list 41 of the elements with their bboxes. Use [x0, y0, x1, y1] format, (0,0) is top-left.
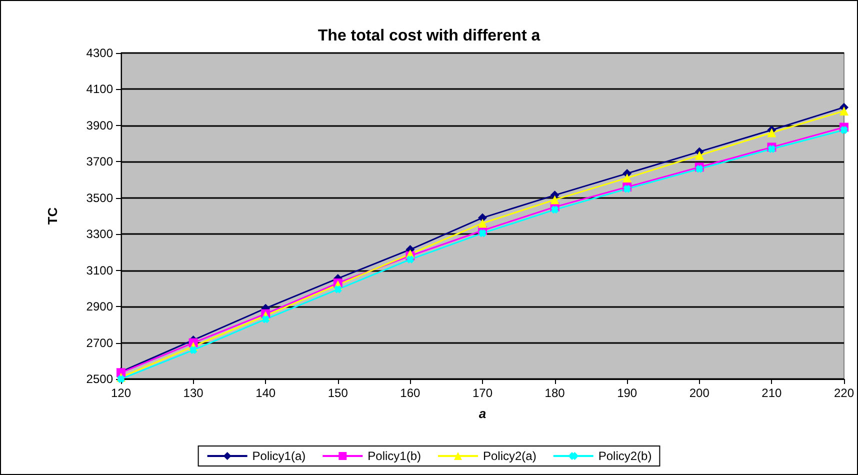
point — [694, 150, 704, 160]
point — [189, 346, 198, 354]
legend-label: Policy2(a) — [483, 449, 536, 463]
x-tick-label: 160 — [400, 386, 421, 400]
y-tick-label: 2900 — [86, 300, 114, 314]
legend-label: Policy2(b) — [598, 449, 652, 463]
point — [767, 128, 776, 138]
point — [334, 285, 342, 294]
point — [406, 255, 414, 264]
y-tick-label: 3500 — [86, 190, 114, 205]
y-tick-label: 2500 — [86, 372, 114, 386]
point — [262, 315, 270, 324]
point — [478, 229, 486, 238]
legend-label: Policy1(a) — [252, 449, 306, 463]
point — [839, 106, 848, 116]
x-tick-label: 180 — [544, 386, 566, 400]
y-tick-label: 4300 — [86, 46, 114, 60]
point — [478, 218, 487, 228]
point — [550, 206, 559, 214]
x-tick-label: 200 — [689, 386, 710, 400]
y-tick-label: 3900 — [86, 118, 114, 132]
x-tick-label: 220 — [834, 386, 854, 400]
x-tick-label: 170 — [472, 386, 493, 400]
x-tick-label: 190 — [617, 386, 638, 400]
point — [840, 126, 848, 134]
y-tick-label: 4100 — [86, 82, 114, 96]
y-tick-label: 3300 — [86, 227, 114, 242]
x-tick-label: 140 — [256, 386, 276, 400]
y-tick-label: 3700 — [86, 154, 114, 169]
x-axis-title: a — [478, 406, 486, 421]
point — [622, 173, 632, 182]
y-tick-label: 2700 — [86, 336, 114, 350]
chart-title: The total cost with different a — [318, 28, 540, 44]
x-tick-label: 130 — [183, 386, 204, 400]
x-tick-label: 150 — [328, 386, 348, 400]
point — [550, 195, 560, 204]
y-axis-title: TC — [45, 206, 60, 225]
x-tick-label: 210 — [762, 386, 782, 400]
legend-label: Policy1(b) — [368, 449, 422, 463]
y-tick-label: 3100 — [86, 263, 114, 278]
x-tick-label: 120 — [110, 386, 132, 400]
